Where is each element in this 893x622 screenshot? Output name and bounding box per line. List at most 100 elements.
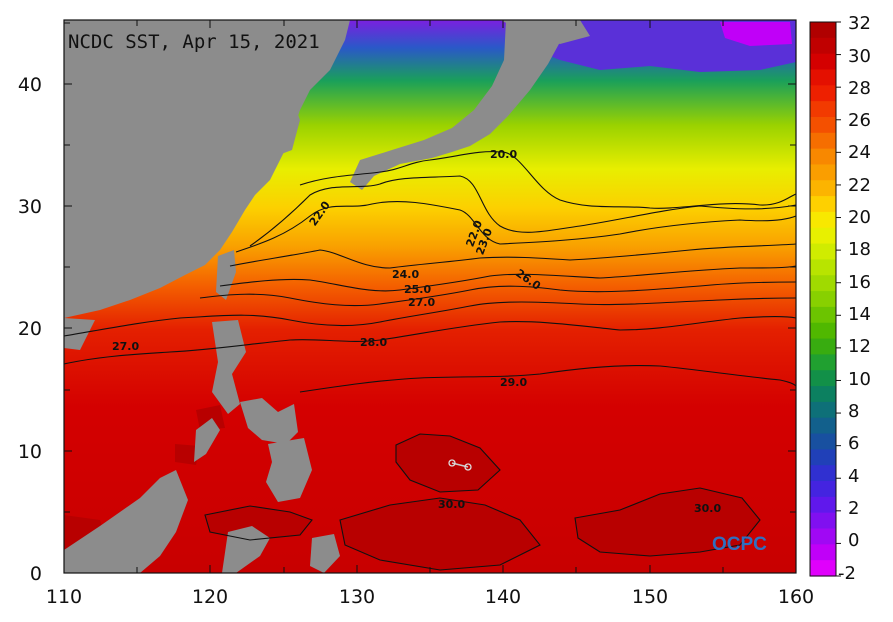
isotherm-22 — [249, 175, 796, 247]
colorbar-label: 16 — [848, 272, 871, 293]
colorbar-segment — [810, 512, 836, 530]
x-axis-ticks — [63, 20, 797, 573]
warm-pool-shape — [396, 434, 500, 492]
colorbar-labels: 32 30 28 26 24 22 20 18 16 14 12 10 8 6 … — [838, 13, 871, 584]
colorbar-label: 20 — [848, 207, 871, 228]
map-title: NCDC SST, Apr 15, 2021 — [68, 31, 320, 53]
isotherm-30 — [204, 505, 313, 541]
colorbar-segment — [810, 22, 836, 39]
korean-peninsula — [262, 92, 300, 156]
colorbar-label: 18 — [848, 239, 871, 260]
x-tick-label: 130 — [339, 586, 375, 608]
colorbar-segment — [810, 259, 836, 276]
japan-islands — [350, 20, 560, 190]
colorbar-label: 8 — [848, 401, 859, 422]
x-tick-label: 120 — [192, 586, 228, 608]
colorbar-segment — [810, 449, 836, 466]
contour-label: 27.0 — [112, 340, 139, 353]
warm-pool-shape — [175, 444, 200, 465]
colorbar-segment — [810, 211, 836, 229]
colorbar-label: 6 — [848, 433, 859, 454]
colorbar-segment — [810, 101, 836, 118]
y-tick-label: 30 — [18, 196, 42, 218]
y-axis-labels: 0 10 20 30 40 — [18, 74, 42, 585]
track-marker — [448, 459, 472, 471]
contour-label: 30.0 — [694, 502, 721, 515]
colorbar-label: 28 — [848, 78, 871, 99]
x-tick-label: 160 — [778, 586, 814, 608]
colorbar-segment — [810, 132, 836, 150]
warm-pool-shape — [196, 405, 225, 430]
isotherm-20 — [299, 151, 796, 209]
colorbar-segment — [810, 322, 836, 340]
colorbar-segment — [810, 227, 836, 245]
colorbar-segment — [810, 528, 836, 545]
land-masses — [64, 20, 590, 573]
colorbar-label: 2 — [848, 498, 859, 519]
colorbar-frame — [809, 21, 837, 577]
y-tick-label: 20 — [18, 318, 42, 340]
mindanao-island — [266, 438, 312, 502]
colorbar-segment — [810, 148, 836, 166]
colorbar-label: 4 — [848, 466, 859, 487]
isotherm-27 — [64, 297, 796, 337]
colorbar-label: -2 — [838, 563, 856, 584]
colorbar-segment — [810, 180, 836, 197]
colorbar-segment — [810, 69, 836, 86]
colorbar-segment — [810, 370, 836, 387]
contour-label: 29.0 — [500, 376, 527, 389]
isotherm-30 — [339, 497, 541, 571]
ocpc-logo: OCPC — [712, 534, 767, 555]
colorbar-segment — [810, 85, 836, 102]
colorbar-segment — [810, 417, 836, 435]
colorbar-segment — [810, 433, 836, 450]
visayas-islands — [240, 398, 298, 444]
isotherm-23 — [235, 200, 796, 253]
y-axis-ticks — [64, 22, 796, 574]
colorbar-segment — [810, 386, 836, 403]
contour-label: 20.0 — [490, 148, 517, 161]
colorbar-segment — [810, 338, 836, 355]
colorbar-label: 12 — [848, 336, 871, 357]
colorbar-segment — [810, 560, 836, 577]
x-tick-label: 110 — [46, 586, 82, 608]
luzon-island — [212, 320, 246, 414]
x-tick-label: 140 — [485, 586, 521, 608]
y-tick-label: 40 — [18, 74, 42, 96]
colorbar-segment — [810, 306, 836, 324]
colorbar-label: 14 — [848, 304, 871, 325]
hokkaido-island — [500, 20, 590, 44]
colorbar-segment — [810, 291, 836, 308]
colorbar-segment — [810, 53, 836, 71]
isotherm-25 — [219, 265, 796, 292]
colorbar-segment — [810, 196, 836, 213]
contour-label: 28.0 — [360, 336, 387, 349]
colorbar-label: 26 — [848, 110, 871, 131]
palawan-island — [194, 418, 220, 462]
indochina-peninsula — [64, 318, 95, 350]
colorbar-label: 22 — [848, 175, 871, 196]
colorbar-label: 32 — [848, 13, 871, 34]
isotherm-28 — [64, 315, 796, 365]
warm-pool-shape — [340, 498, 540, 570]
colorbar-segment — [810, 275, 836, 292]
colorbar-label: 0 — [848, 530, 859, 551]
colorbar-segment — [810, 354, 836, 371]
isotherm-29 — [299, 364, 796, 393]
contour-label: 30.0 — [438, 498, 465, 511]
y-tick-label: 0 — [30, 563, 42, 585]
colorbar-label: 10 — [848, 369, 871, 390]
contour-label: 24.0 — [392, 268, 419, 281]
colorbar-segment — [810, 37, 836, 55]
colorbar-segment — [810, 116, 836, 134]
colorbar-segment — [810, 544, 836, 561]
isotherm-30 — [574, 487, 761, 557]
colorbar-segment — [810, 243, 836, 261]
colorbar-segment — [810, 496, 836, 514]
cold-water-band — [720, 22, 792, 46]
colorbar-label: 30 — [848, 46, 871, 67]
isotherm-30 — [395, 433, 501, 493]
colorbar-segment — [810, 465, 836, 482]
isotherm-contours — [64, 151, 796, 571]
